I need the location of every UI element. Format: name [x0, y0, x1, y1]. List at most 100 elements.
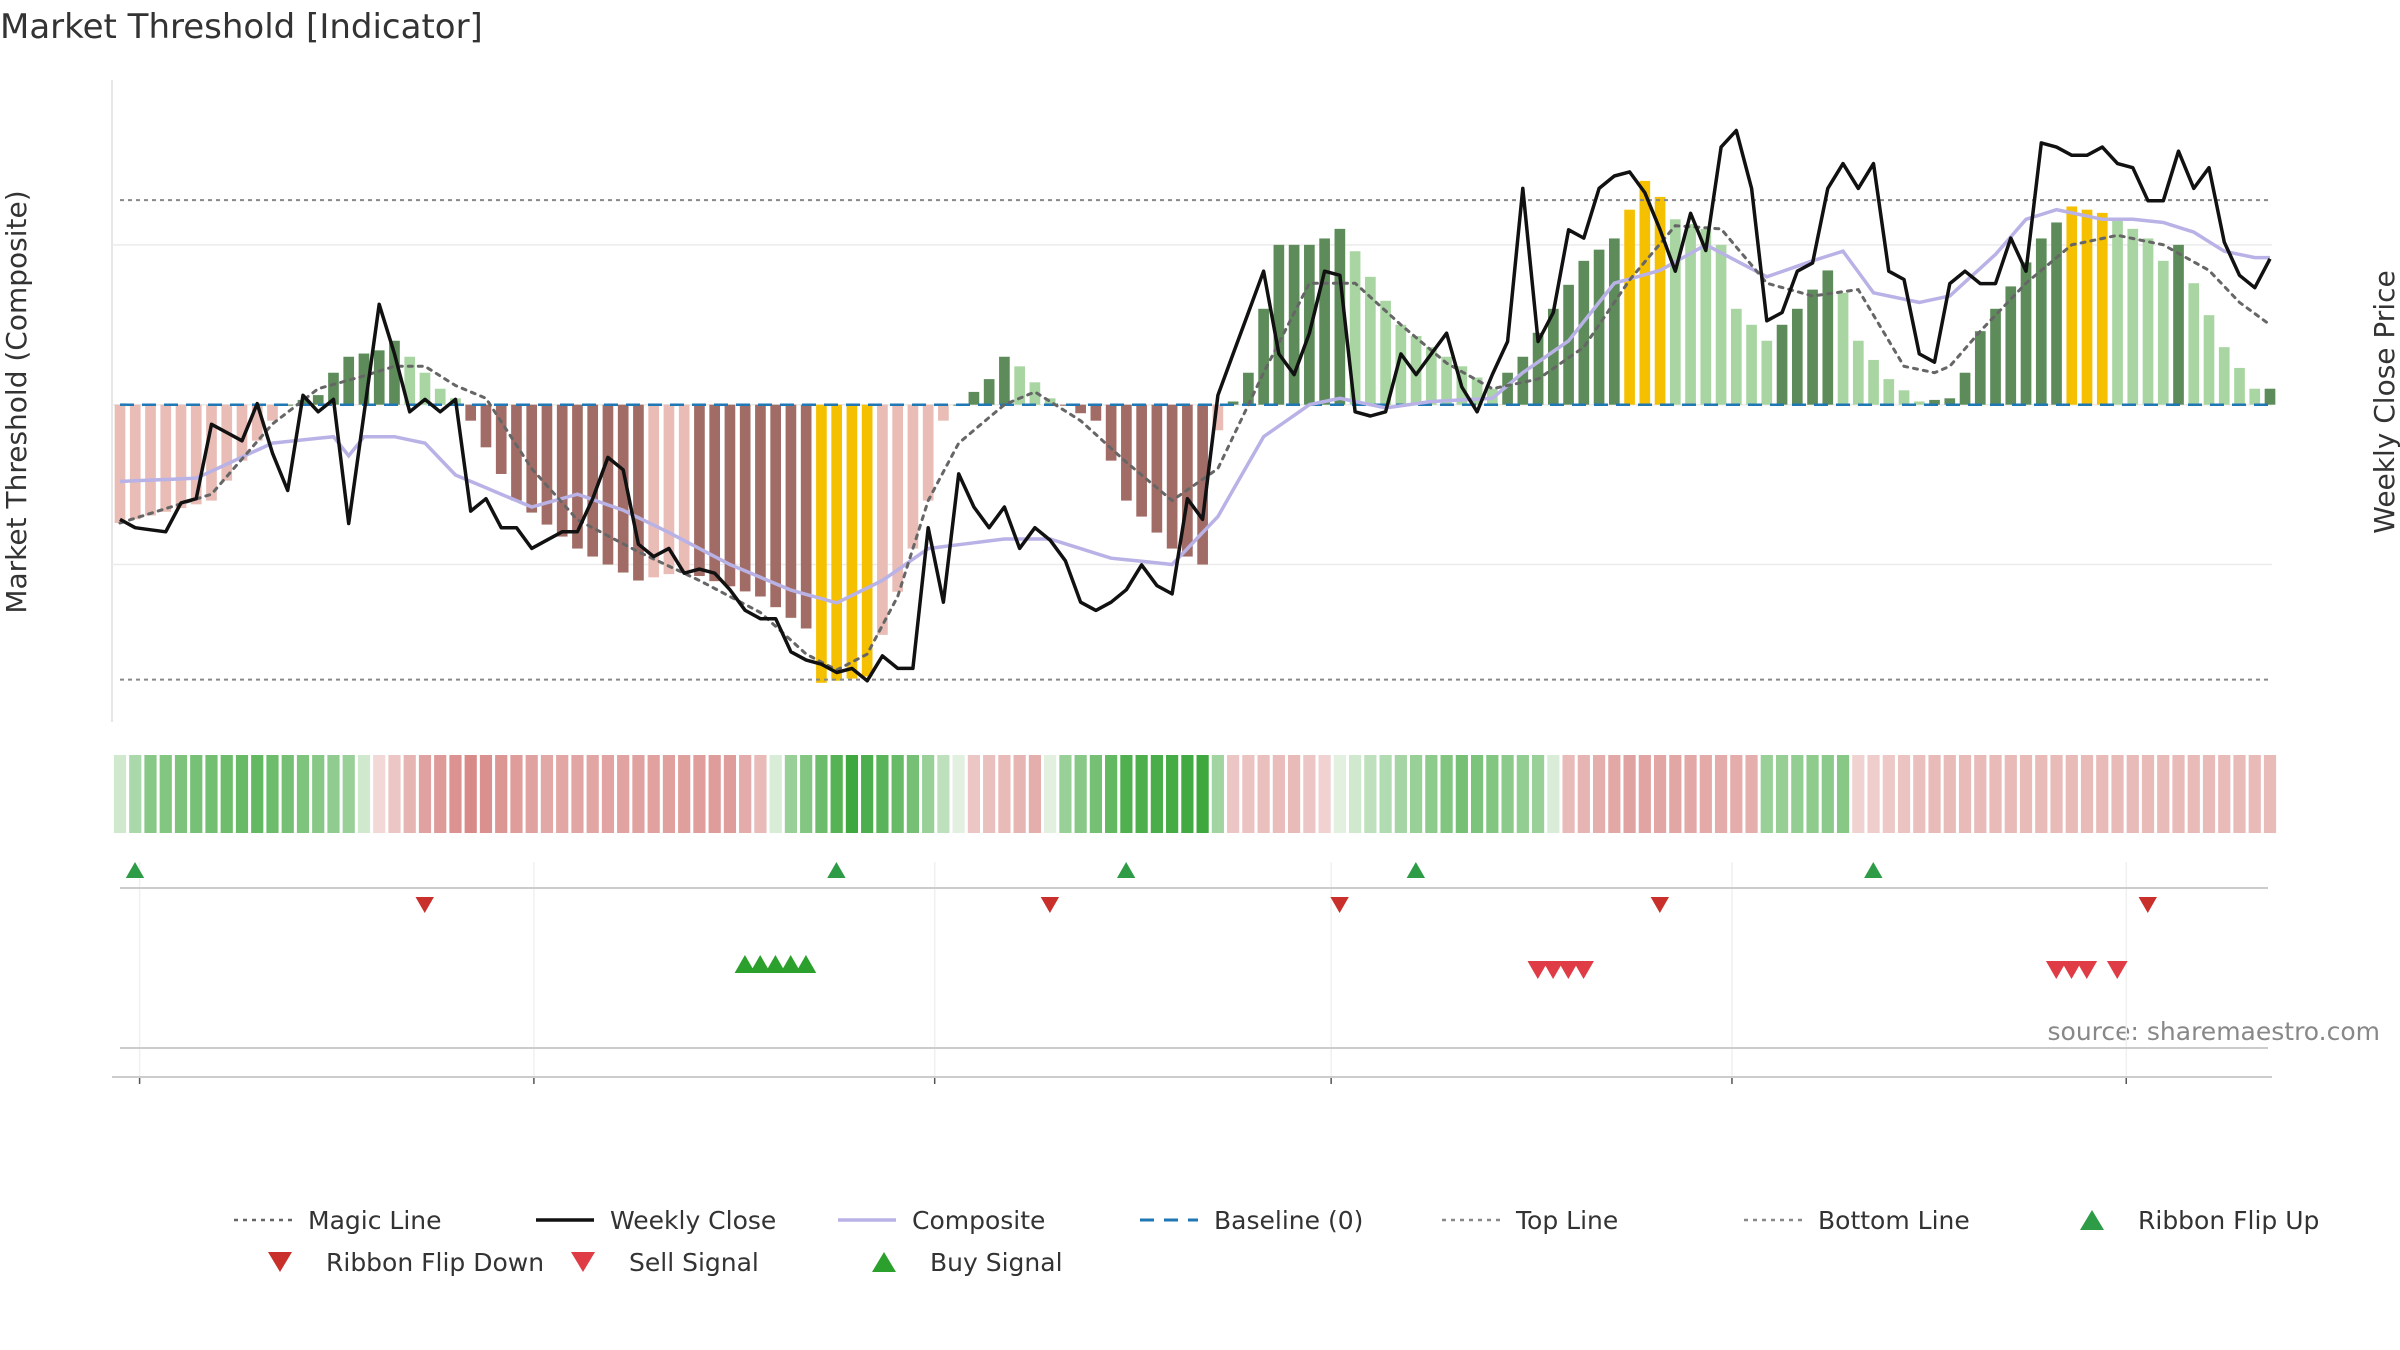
ribbon-cell — [281, 755, 294, 833]
composite-bar — [968, 391, 980, 405]
composite-bar — [1990, 308, 2001, 405]
composite-bar — [861, 404, 873, 677]
ribbon-cell — [2096, 755, 2109, 833]
composite-bar — [495, 404, 507, 474]
composite-bar — [602, 404, 614, 565]
composite-bar — [1426, 347, 1437, 405]
composite-bar — [724, 404, 736, 587]
ribbon-cell — [662, 755, 676, 833]
composite-bar — [1334, 228, 1346, 405]
ribbon-cell — [1455, 755, 1468, 833]
composite-bar — [251, 404, 263, 441]
ribbon-cell — [1760, 755, 1773, 833]
composite-bar — [1929, 399, 1940, 405]
ribbon-cell — [1928, 755, 1941, 833]
composite-bar — [1517, 356, 1529, 405]
ribbon-cell — [159, 755, 172, 833]
buy-signal-marker — [734, 955, 756, 973]
ribbon-cell — [586, 755, 599, 833]
composite-bar — [1654, 196, 1666, 405]
composite-bar — [1532, 332, 1544, 405]
ribbon-cell — [1333, 755, 1346, 833]
ribbon-cell — [1272, 755, 1285, 833]
composite-bar — [694, 404, 705, 577]
legend-label: Magic Line — [308, 1206, 442, 1235]
sell-signal-marker — [1557, 961, 1579, 979]
composite-bar — [739, 404, 751, 592]
ribbon-cell — [906, 755, 920, 833]
ribbon-cell — [2141, 755, 2155, 833]
ribbon-cell — [1349, 755, 1362, 833]
ribbon-cell — [1089, 755, 1102, 833]
ribbon-cell — [1364, 755, 1377, 833]
ribbon-cell — [1852, 755, 1865, 833]
ribbon-cell — [1440, 755, 1453, 833]
composite-bar — [480, 404, 492, 448]
composite-bar — [145, 404, 156, 516]
composite-bar — [1075, 404, 1086, 414]
ribbon-flip-down-marker — [2138, 897, 2157, 913]
ribbon-cell — [708, 755, 721, 833]
ribbon-cell — [1028, 755, 1041, 833]
composite-bar — [1166, 404, 1178, 549]
composite-bar — [1913, 401, 1925, 405]
composite-bar — [2203, 315, 2215, 405]
composite-bar — [389, 340, 400, 405]
ribbon-cell — [312, 755, 325, 833]
ribbon-cell — [113, 755, 127, 833]
composite-bar — [541, 404, 553, 525]
buy-signal-marker — [765, 955, 786, 973]
ribbon-cell — [479, 755, 493, 833]
composite-bar — [2173, 244, 2184, 405]
composite-bar — [572, 404, 583, 549]
ribbon-cell — [617, 755, 630, 833]
ribbon-flip-down-marker — [1650, 897, 1670, 913]
ribbon-cell — [1303, 755, 1316, 833]
ribbon-cell — [235, 755, 249, 833]
ribbon-cell — [815, 755, 828, 833]
ribbon-cell — [190, 755, 203, 833]
ribbon-cell — [1150, 755, 1163, 833]
ribbon-cell — [1943, 755, 1956, 833]
ribbon-cell — [2157, 755, 2170, 833]
ribbon-cell — [1379, 755, 1392, 833]
ribbon-cell — [418, 755, 432, 833]
composite-bar — [1700, 228, 1712, 405]
composite-bar — [1365, 276, 1376, 405]
ribbon-cell — [2019, 755, 2033, 833]
composite-bar — [1898, 390, 1910, 405]
composite-bar — [1868, 359, 1879, 405]
composite-bar — [206, 404, 217, 501]
ribbon-cell — [1470, 755, 1484, 833]
composite-bar — [465, 404, 477, 421]
composite-bar — [1243, 372, 1254, 405]
ribbon-cell — [1531, 755, 1545, 833]
sell-signal-marker — [2061, 961, 2082, 979]
ribbon-cell — [1577, 755, 1590, 833]
composite-bar — [2081, 209, 2093, 405]
ribbon-cell — [144, 755, 157, 833]
ribbon-cell — [784, 755, 798, 833]
composite-bar — [1060, 404, 1071, 406]
ribbon-cell — [2263, 755, 2277, 833]
y-axis-label-right: Weekly Close Price — [2368, 270, 2400, 533]
ribbon-cell — [861, 755, 874, 833]
composite-bar — [1029, 382, 1041, 405]
composite-bar — [1044, 398, 1056, 405]
composite-bar — [2188, 283, 2200, 405]
composite-bar — [2249, 388, 2261, 405]
composite-bar — [1212, 404, 1224, 431]
composite-bar — [1197, 404, 1208, 565]
legend-label: Buy Signal — [930, 1248, 1063, 1277]
composite-bar — [556, 404, 568, 537]
ribbon-flip-up-marker — [1116, 862, 1136, 878]
buy-signal-marker — [749, 955, 771, 973]
ribbon-cell — [1105, 755, 1118, 833]
ribbon-cell — [1501, 755, 1514, 833]
ribbon-flip-up-marker — [1864, 862, 1883, 878]
composite-bar — [328, 372, 339, 405]
ribbon-cell — [1699, 755, 1712, 833]
ribbon-cell — [1730, 755, 1743, 833]
ribbon-cell — [1181, 755, 1194, 833]
y-axis-label-left: Market Threshold (Composite) — [0, 190, 33, 613]
